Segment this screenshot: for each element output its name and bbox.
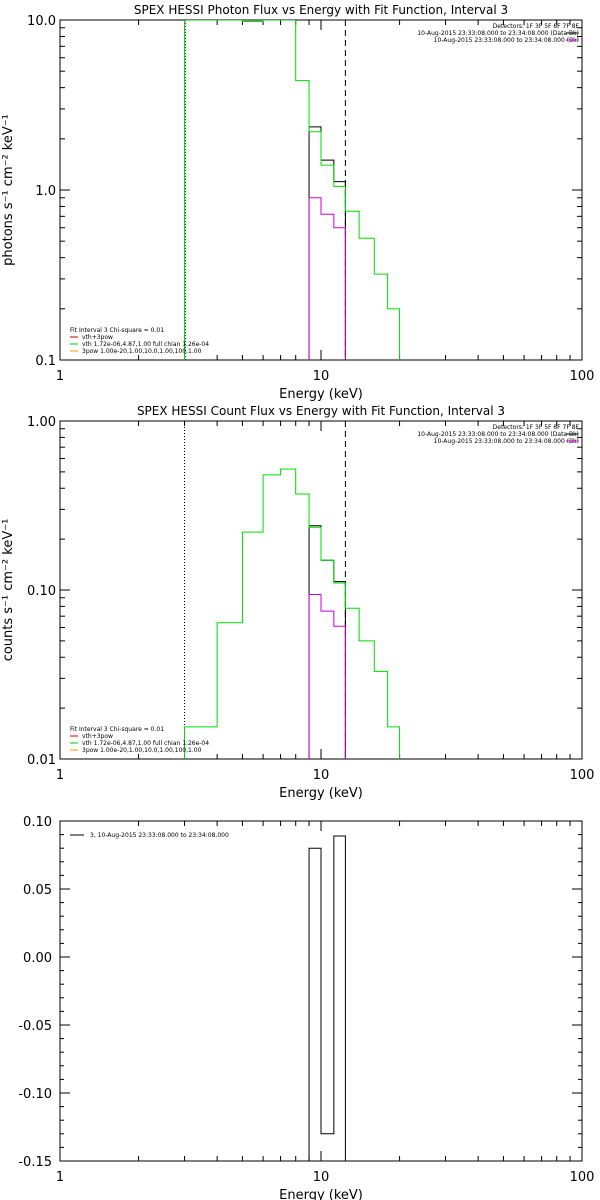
series-step-line: [184, 20, 401, 360]
y-tick-label: -0.10: [18, 1087, 52, 1102]
plot-frame: [59, 420, 583, 760]
y-axis-label: counts s⁻¹ cm⁻² keV⁻¹: [1, 519, 16, 662]
legend-entry: Fit Interval 3 Chi-square = 0.01: [70, 327, 164, 334]
chart-title: SPEX HESSI Count Flux vs Energy with Fit…: [137, 404, 505, 418]
chart-3: 1 10 100 Energy (keV) -0.15 -0.10 -0.05 0.00 0.0…: [18, 815, 594, 1200]
header-line: 10-Aug-2015 23:33:08.000 to 23:34:08.000…: [417, 431, 579, 438]
x-tick-label: 10: [313, 369, 330, 384]
legend-entry: vth+3pow: [82, 733, 113, 740]
y-tick-label: -0.05: [18, 1019, 52, 1034]
y-tick-label: 0.10: [27, 584, 56, 599]
y-tick-label: 0.00: [23, 951, 52, 966]
x-tick-label: 100: [570, 369, 595, 384]
y-tick-label: 0.05: [23, 883, 52, 898]
y-tick-label: 1.0: [35, 184, 56, 199]
chart-1: 1 10 100 Energy (keV) 0.1 1.0 10.0 photons s⁻¹ …: [1, 3, 594, 402]
plot-area: [308, 835, 346, 1161]
chart-2: 1 10 100 Energy (keV) 0.01 0.10 1.00 counts s⁻¹…: [1, 404, 594, 801]
legend-entry: vth+3pow: [82, 334, 113, 341]
x-tick-label: 100: [570, 768, 595, 783]
legend-entry: 3, 10-Aug-2015 23:33:08.000 to 23:34:08.…: [90, 832, 229, 839]
legend-entry: vth 1.72e-06,4.87,1.00 full chian 1.26e-…: [82, 341, 209, 348]
legend-entry: vth 1.72e-06,4.87,1.00 full chian 1.26e-…: [82, 740, 209, 747]
header-line: Detectors: 1F 3F 5F 6F 7F 8F: [493, 23, 580, 30]
x-tick-label: 1: [56, 768, 64, 783]
plot-frame: [59, 19, 583, 361]
y-tick-label: 0.10: [23, 815, 52, 830]
y-tick-label: 0.1: [35, 354, 56, 369]
header-line: 10-Aug-2015 23:33:08.000 to 23:34:08.000…: [434, 37, 579, 44]
x-tick-label: 10: [313, 768, 330, 783]
y-tick-label: 10.0: [27, 14, 56, 29]
x-axis-label: Energy (keV): [279, 786, 363, 801]
x-tick-label: 1: [56, 369, 64, 384]
y-tick-label: 0.01: [27, 753, 56, 768]
legend-entry: 3pow 1.00e-20,1.00,10.0,1.00,100,1.00: [82, 348, 202, 355]
x-axis-label: Energy (keV): [279, 387, 363, 402]
series-step-line: [308, 197, 346, 360]
header-line: 10-Aug-2015 23:33:08.000 to 23:34:08.000…: [417, 30, 579, 37]
legend-entry: Fit Interval 3 Chi-square = 0.01: [70, 726, 164, 733]
plot-area: [184, 421, 401, 759]
y-axis-label: photons s⁻¹ cm⁻² keV⁻¹: [1, 114, 16, 266]
header-line: 10-Aug-2015 23:33:08.000 to 23:34:08.000…: [434, 438, 579, 445]
series-step-line: [308, 594, 346, 759]
series-step-line: [308, 835, 346, 1161]
plot-area: [184, 20, 401, 360]
series-step-line: [308, 126, 346, 360]
x-tick-label: 100: [570, 1170, 595, 1185]
chart-title: SPEX HESSI Photon Flux vs Energy with Fi…: [134, 3, 508, 17]
x-tick-label: 10: [313, 1170, 330, 1185]
x-axis-label: Energy (keV): [279, 1188, 363, 1200]
series-step-line: [184, 468, 401, 759]
y-tick-label: 1.00: [27, 415, 56, 430]
x-tick-label: 1: [56, 1170, 64, 1185]
legend-entry: 3pow 1.00e-20,1.00,10.0,1.00,100,1.00: [82, 747, 202, 754]
y-tick-label: -0.15: [18, 1155, 52, 1170]
header-line: Detectors: 1F 3F 5F 6F 7F 8F: [493, 424, 580, 431]
